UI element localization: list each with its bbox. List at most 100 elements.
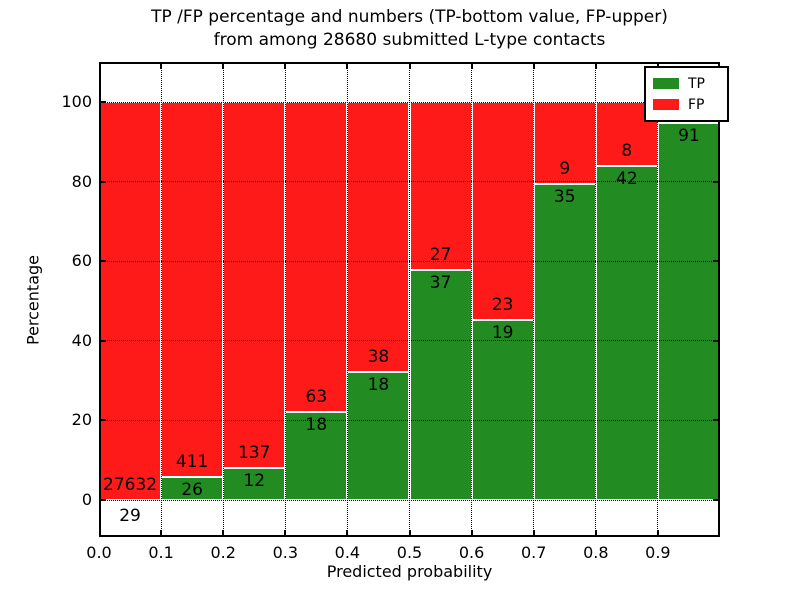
chart-title: TP /FP percentage and numbers (TP-bottom… bbox=[99, 6, 720, 52]
x-tick-label: 0.7 bbox=[520, 543, 547, 562]
legend-swatch-tp-icon bbox=[653, 78, 679, 89]
bar-segment-tp bbox=[161, 476, 224, 500]
gridline-vertical bbox=[222, 62, 224, 537]
x-tick-bottom bbox=[532, 530, 535, 537]
x-tick-bottom bbox=[284, 530, 287, 537]
x-tick-label: 0.6 bbox=[458, 543, 485, 562]
x-tick-bottom bbox=[656, 530, 659, 537]
y-tick-left bbox=[99, 180, 106, 183]
y-tick-left bbox=[99, 499, 106, 501]
bar-count-tp: 42 bbox=[616, 168, 638, 189]
bar-segment-fp bbox=[285, 102, 348, 412]
legend-entry-tp: TP bbox=[653, 73, 727, 94]
y-tick-label: 40 bbox=[71, 330, 92, 350]
bar-count-fp: 411 bbox=[175, 451, 209, 472]
legend-entry-fp: FP bbox=[653, 94, 727, 115]
y-tick-label: 100 bbox=[61, 92, 92, 111]
bar-segment-tp bbox=[595, 165, 658, 500]
y-tick-label: 0 bbox=[81, 490, 92, 509]
bar-segment-tp bbox=[223, 467, 286, 500]
x-axis-label: Predicted probability bbox=[326, 562, 493, 581]
x-tick-bottom bbox=[346, 530, 349, 537]
y-tick-right bbox=[713, 339, 720, 342]
x-tick-bottom bbox=[160, 530, 163, 537]
y-tick-right bbox=[713, 499, 720, 501]
x-tick-bottom bbox=[594, 530, 597, 537]
x-tick-bottom bbox=[408, 530, 411, 537]
bar-segment-fp bbox=[347, 102, 410, 373]
x-tick-top bbox=[532, 62, 535, 69]
x-tick-top bbox=[470, 62, 473, 69]
bar-count-tp: 29 bbox=[119, 506, 141, 526]
bar-segment-fp bbox=[223, 102, 286, 468]
x-tick-bottom bbox=[222, 530, 225, 537]
y-tick-left bbox=[99, 260, 106, 263]
bar-count-tp: 18 bbox=[305, 414, 328, 435]
y-tick-right bbox=[713, 419, 720, 422]
x-tick-top bbox=[346, 62, 349, 69]
x-tick-bottom bbox=[470, 530, 473, 537]
gridline-horizontal bbox=[99, 340, 720, 342]
gridline-vertical bbox=[595, 62, 597, 537]
bar-count-tp: 37 bbox=[429, 272, 452, 293]
bar-segment-fp bbox=[161, 102, 224, 477]
chart-title-line1: TP /FP percentage and numbers (TP-bottom… bbox=[151, 7, 668, 27]
bar-segment-tp bbox=[657, 122, 720, 500]
gridline-horizontal bbox=[99, 260, 720, 262]
legend-label-fp: FP bbox=[688, 96, 705, 113]
chart-title-line2: from among 28680 submitted L-type contac… bbox=[213, 30, 606, 50]
bar-count-fp: 27632 bbox=[103, 474, 158, 495]
bar-count-tp: 35 bbox=[553, 186, 576, 207]
bar-count-tp: 26 bbox=[181, 479, 203, 500]
bar-segment-tp bbox=[409, 269, 472, 500]
legend: TP FP bbox=[644, 66, 729, 122]
y-tick-left bbox=[99, 419, 106, 422]
x-tick-top bbox=[160, 62, 163, 69]
bar-segment-fp bbox=[99, 102, 162, 500]
x-tick-label: 0.1 bbox=[148, 543, 174, 562]
x-tick-label: 0.0 bbox=[86, 543, 112, 562]
y-tick-right bbox=[713, 260, 720, 263]
x-tick-top bbox=[408, 62, 411, 69]
bar-count-fp: 9 bbox=[559, 158, 571, 179]
legend-label-tp: TP bbox=[688, 75, 705, 92]
x-tick-label: 0.9 bbox=[645, 543, 671, 562]
legend-swatch-fp-icon bbox=[653, 99, 679, 110]
bar-segment-tp bbox=[471, 320, 534, 500]
gridline-vertical bbox=[657, 62, 659, 537]
x-tick-label: 0.8 bbox=[583, 543, 609, 562]
bar-segment-tp bbox=[347, 372, 410, 500]
bar-count-tp: 12 bbox=[243, 470, 266, 491]
y-tick-label: 60 bbox=[71, 251, 92, 271]
gridline-vertical bbox=[409, 62, 410, 537]
x-tick-top bbox=[284, 62, 287, 69]
plot-area: TP FP 27632 29 411 26 137 12 63 18 38 18 27 37 23 19 9… bbox=[61, 62, 729, 562]
x-tick-top bbox=[656, 62, 659, 69]
gridline-vertical bbox=[533, 62, 535, 537]
bar-segment-tp bbox=[533, 183, 596, 500]
bar-count-tp: 19 bbox=[491, 323, 514, 344]
y-tick-left bbox=[99, 339, 106, 342]
x-tick-top bbox=[222, 62, 225, 69]
bar-count-fp: 38 bbox=[367, 347, 390, 368]
x-tick-label: 0.2 bbox=[210, 543, 236, 562]
bar-segment-fp bbox=[533, 102, 596, 184]
gridline-vertical bbox=[471, 62, 473, 537]
bar-segment-tp bbox=[285, 411, 348, 500]
gridline-vertical bbox=[284, 62, 286, 537]
gridline-horizontal bbox=[99, 499, 720, 501]
bar-segment-fp bbox=[471, 102, 534, 321]
bar-segment-fp bbox=[409, 102, 472, 270]
bar-count-fp: 23 bbox=[491, 295, 514, 316]
gridline-vertical bbox=[346, 62, 348, 537]
gridline-horizontal bbox=[99, 101, 720, 103]
y-tick-left bbox=[99, 101, 106, 103]
bar-count-tp: 91 bbox=[678, 125, 700, 146]
x-tick-label: 0.5 bbox=[396, 543, 423, 562]
gridline-horizontal bbox=[99, 419, 720, 421]
gridline-horizontal bbox=[99, 181, 720, 183]
y-tick-label: 20 bbox=[71, 410, 92, 430]
x-tick-top bbox=[594, 62, 597, 69]
bar-count-tp: 18 bbox=[367, 375, 390, 396]
bar-count-fp: 27 bbox=[429, 244, 452, 265]
